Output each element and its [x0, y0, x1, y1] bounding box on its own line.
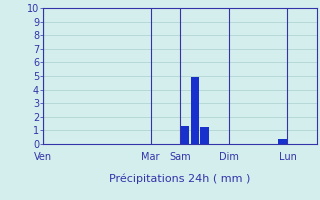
Text: Sam: Sam: [169, 152, 191, 162]
Text: Lun: Lun: [278, 152, 296, 162]
Bar: [278, 139, 287, 144]
Bar: [181, 126, 189, 144]
Text: Précipitations 24h ( mm ): Précipitations 24h ( mm ): [109, 174, 251, 184]
Text: Ven: Ven: [34, 152, 52, 162]
Text: Dim: Dim: [219, 152, 239, 162]
Bar: [190, 77, 199, 144]
Bar: [200, 127, 209, 144]
Text: Mar: Mar: [141, 152, 160, 162]
